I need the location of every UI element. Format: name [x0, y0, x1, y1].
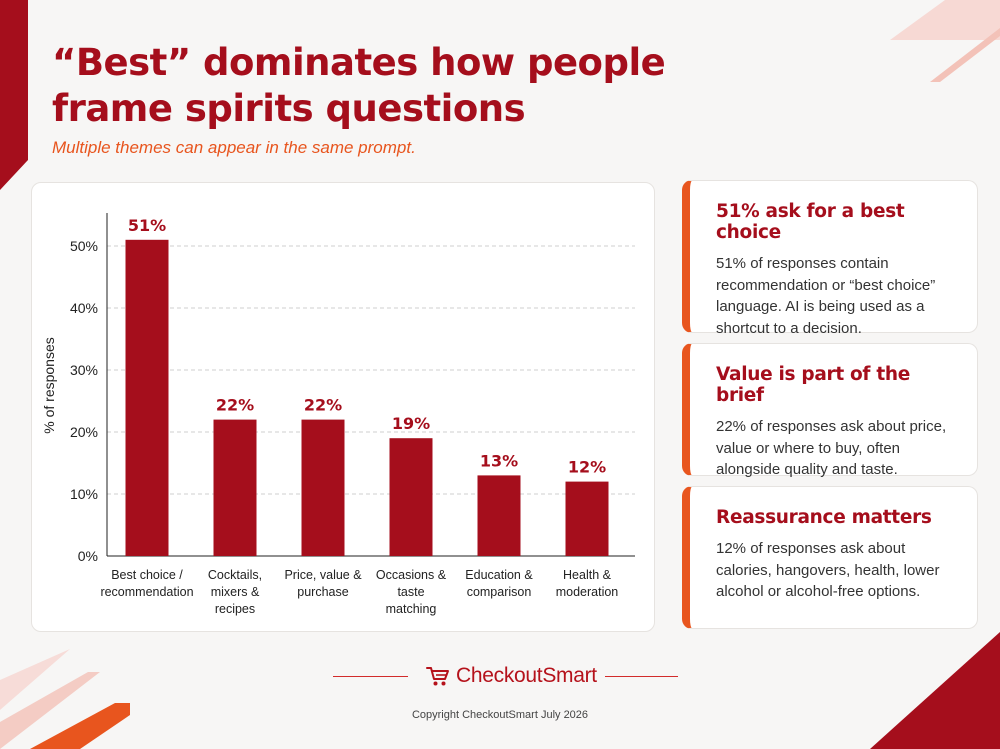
bar-value-label: 51% [128, 216, 166, 235]
bar-chart: 0% 10% 20% 30% 40% 50% % of responses 51% Best c… [41, 213, 635, 616]
x-tick-label: Cocktails, mixers & recipes [208, 568, 262, 616]
bar-value-label: 22% [216, 396, 254, 415]
y-tick-label: 40% [70, 300, 98, 316]
y-tick-label: 0% [78, 548, 98, 564]
footer-divider-left [333, 676, 408, 677]
insight-heading: Reassurance matters [716, 507, 932, 528]
y-tick-label: 30% [70, 362, 98, 378]
y-tick-label: 50% [70, 238, 98, 254]
x-tick-label: Price, value & purchase [284, 568, 362, 599]
bar-value-label: 12% [568, 458, 606, 477]
bar [565, 481, 609, 556]
bar [125, 239, 169, 557]
chart-card: 0% 10% 20% 30% 40% 50% % of responses 51% Best c… [31, 182, 655, 632]
insight-heading: 51% ask for a best choice [716, 201, 905, 243]
bar [213, 419, 257, 556]
insight-card-reassurance: Reassurance matters 12% of responses ask… [682, 486, 978, 629]
copyright-text: Copyright CheckoutSmart July 2026 [411, 709, 589, 721]
logo-text: CheckoutSmart [456, 664, 597, 687]
insight-body: 12% of responses ask about calories, han… [716, 540, 940, 600]
y-axis-label: % of responses [41, 337, 57, 434]
x-tick-label: Best choice / recommendation [100, 568, 193, 599]
insight-card-value: Value is part of the brief 22% of respon… [682, 343, 978, 478]
bar [389, 438, 433, 556]
bar-value-label: 19% [392, 414, 430, 433]
x-tick-label: Health & moderation [556, 568, 619, 599]
page-subtitle: Multiple themes can appear in the same p… [52, 138, 416, 157]
insight-body: 22% of responses ask about price, value … [716, 418, 947, 478]
insight-heading: Value is part of the brief [716, 364, 910, 406]
y-tick-label: 10% [70, 486, 98, 502]
x-tick-label: Education & comparison [465, 568, 533, 599]
bar-value-label: 22% [304, 396, 342, 415]
checkoutsmart-logo: CheckoutSmart [426, 662, 597, 690]
page-title: “Best” dominates how people frame spirit… [52, 41, 666, 130]
insight-body: 51% of responses contain recommendation … [716, 255, 936, 337]
bar-value-label: 13% [480, 451, 518, 470]
bar [301, 419, 345, 556]
insight-card-best-choice: 51% ask for a best choice 51% of respons… [682, 180, 978, 337]
bar [477, 475, 521, 556]
shopping-cart-icon [426, 667, 449, 686]
footer-divider-right [605, 676, 678, 677]
x-tick-label: Occasions & taste matching [376, 568, 447, 616]
y-tick-label: 20% [70, 424, 98, 440]
